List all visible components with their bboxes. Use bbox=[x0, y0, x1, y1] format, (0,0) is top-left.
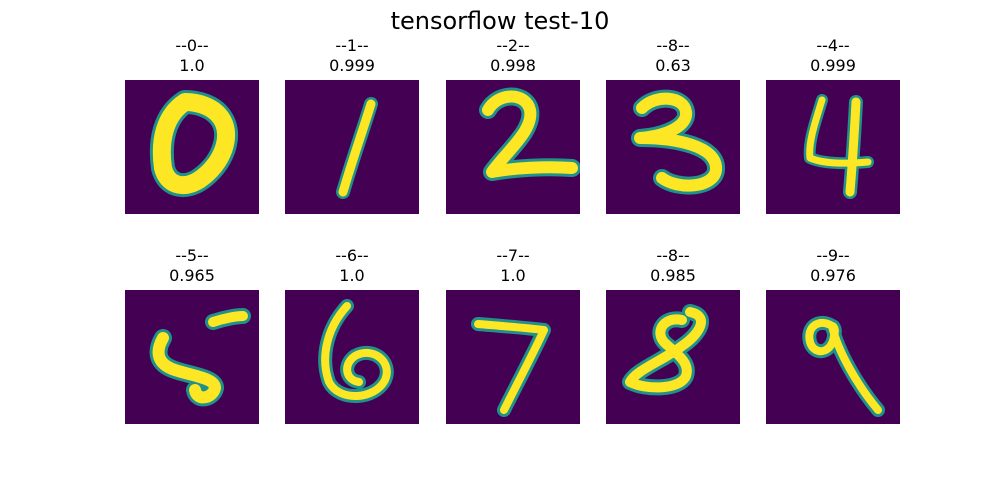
panel-title: --4-- 0.999 bbox=[736, 36, 930, 76]
digit-panel-7: --7-- 1.0 bbox=[446, 246, 580, 426]
digit-image-6 bbox=[285, 290, 419, 424]
predicted-label: --1-- bbox=[335, 36, 369, 55]
confidence-score: 0.965 bbox=[169, 266, 215, 285]
digit-glyph bbox=[149, 90, 238, 198]
panel-title: --8-- 0.63 bbox=[576, 36, 770, 76]
digit-glyph bbox=[336, 97, 378, 199]
digit-image-1 bbox=[285, 80, 419, 214]
confidence-score: 0.998 bbox=[490, 56, 536, 75]
confidence-score: 0.976 bbox=[810, 266, 856, 285]
panel-title: --5-- 0.965 bbox=[95, 246, 289, 286]
digit-image-5 bbox=[125, 290, 259, 424]
digit-glyph bbox=[803, 94, 874, 199]
digit-image-3 bbox=[606, 80, 740, 214]
panel-title: --9-- 0.976 bbox=[736, 246, 930, 286]
digit-image-2 bbox=[446, 80, 580, 214]
digit-image-9 bbox=[766, 290, 900, 424]
confidence-score: 0.999 bbox=[810, 56, 856, 75]
predicted-label: --8-- bbox=[656, 246, 690, 265]
digit-panel-3: --8-- 0.63 bbox=[606, 36, 740, 216]
predicted-label: --9-- bbox=[816, 246, 850, 265]
predicted-label: --2-- bbox=[496, 36, 530, 55]
digit-glyph bbox=[802, 315, 885, 417]
digit-panel-6: --6-- 1.0 bbox=[285, 246, 419, 426]
digit-glyph bbox=[318, 299, 394, 403]
predicted-label: --0-- bbox=[175, 36, 209, 55]
predicted-label: --6-- bbox=[335, 246, 369, 265]
figure-title: tensorflow test-10 bbox=[390, 7, 610, 35]
confidence-score: 0.999 bbox=[329, 56, 375, 75]
panel-title: --6-- 1.0 bbox=[255, 246, 449, 286]
digit-glyph bbox=[471, 317, 551, 417]
confidence-score: 1.0 bbox=[179, 56, 205, 75]
digit-panel-0: --0-- 1.0 bbox=[125, 36, 259, 216]
confidence-score: 0.63 bbox=[655, 56, 691, 75]
confidence-score: 1.0 bbox=[500, 266, 526, 285]
digit-image-0 bbox=[125, 80, 259, 214]
digit-image-7 bbox=[446, 290, 580, 424]
panel-title: --1-- 0.999 bbox=[255, 36, 449, 76]
digit-panel-5: --5-- 0.965 bbox=[125, 246, 259, 426]
predicted-label: --4-- bbox=[816, 36, 850, 55]
panel-title: --0-- 1.0 bbox=[95, 36, 289, 76]
digit-panel-1: --1-- 0.999 bbox=[285, 36, 419, 216]
digit-panel-8: --8-- 0.985 bbox=[606, 246, 740, 426]
digit-panel-9: --9-- 0.976 bbox=[766, 246, 900, 426]
panel-title: --2-- 0.998 bbox=[416, 36, 610, 76]
confidence-score: 0.985 bbox=[650, 266, 696, 285]
digit-panel-2: --2-- 0.998 bbox=[446, 36, 580, 216]
digit-image-4 bbox=[766, 80, 900, 214]
predicted-label: --8-- bbox=[656, 36, 690, 55]
confidence-score: 1.0 bbox=[339, 266, 365, 285]
digit-glyph bbox=[149, 308, 251, 407]
digit-glyph bbox=[631, 89, 725, 195]
panel-title: --7-- 1.0 bbox=[416, 246, 610, 286]
predicted-label: --5-- bbox=[175, 246, 209, 265]
panel-title: --8-- 0.985 bbox=[576, 246, 770, 286]
digit-glyph bbox=[622, 304, 709, 396]
digit-image-8 bbox=[606, 290, 740, 424]
predicted-label: --7-- bbox=[496, 246, 530, 265]
digit-glyph bbox=[479, 87, 580, 181]
digit-panel-4: --4-- 0.999 bbox=[766, 36, 900, 216]
